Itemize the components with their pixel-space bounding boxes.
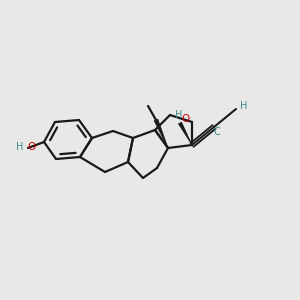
Text: O: O bbox=[27, 142, 35, 152]
Text: O: O bbox=[181, 114, 189, 124]
Text: H: H bbox=[240, 101, 248, 111]
Polygon shape bbox=[178, 122, 192, 145]
Polygon shape bbox=[154, 119, 168, 148]
Text: C: C bbox=[214, 127, 220, 137]
Text: H: H bbox=[16, 142, 23, 152]
Text: H: H bbox=[175, 110, 183, 120]
